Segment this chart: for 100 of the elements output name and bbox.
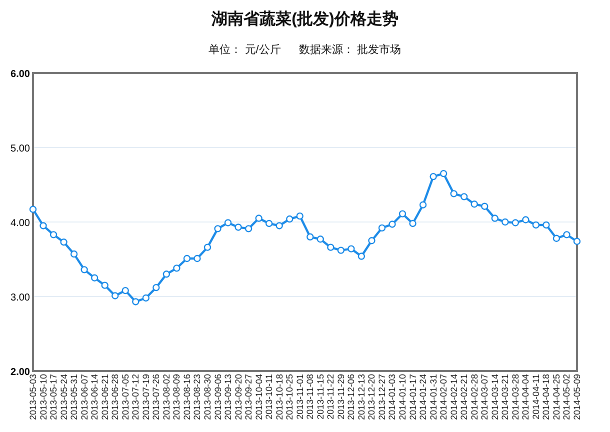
point [450, 190, 458, 198]
point [142, 294, 150, 302]
x-tick-label: 2013-05-03 [28, 374, 38, 420]
point [502, 218, 509, 226]
point [358, 252, 366, 260]
x-tick-label: 2014-01-17 [408, 374, 418, 420]
point [368, 237, 376, 244]
x-tick-label: 2013-06-28 [110, 374, 120, 420]
point [286, 215, 294, 223]
x-tick-label: 2014-03-21 [500, 374, 510, 420]
point [183, 254, 191, 262]
point [542, 221, 550, 229]
chart-subtitle: 单位： 元/公斤 数据来源： 批发市场 [208, 43, 402, 56]
x-tick-label: 2014-04-18 [541, 374, 552, 420]
point [491, 214, 498, 222]
x-tick-label: 2014-02-21 [459, 374, 470, 420]
x-tick-label: 2013-07-19 [140, 374, 151, 420]
x-tick-label: 2013-06-14 [90, 374, 100, 420]
x-tick-label: 2013-08-23 [192, 374, 202, 420]
point [204, 244, 212, 251]
x-tick-label: 2014-02-07 [438, 374, 449, 420]
point [70, 250, 78, 258]
x-tick-label: 2013-11-15 [315, 374, 326, 420]
y-tick-label: 6.00 [10, 69, 30, 80]
point [430, 172, 437, 180]
x-tick-label: 2013-10-11 [264, 374, 274, 420]
point [532, 221, 540, 229]
point [60, 238, 68, 246]
point [265, 220, 273, 228]
x-tick-label: 2013-07-26 [151, 374, 162, 420]
point [337, 246, 345, 254]
x-tick-label: 2014-01-31 [428, 374, 438, 420]
x-tick-label: 2013-10-18 [274, 374, 284, 420]
x-tick-label: 2014-04-04 [520, 374, 531, 420]
point [173, 264, 180, 272]
point [50, 231, 58, 238]
point [152, 284, 160, 292]
y-tick-label: 2.00 [10, 367, 30, 378]
x-tick-label: 2013-12-13 [356, 374, 366, 420]
x-tick-label: 2013-11-29 [336, 374, 346, 420]
x-tick-label: 2014-04-11 [530, 374, 541, 420]
x-tick-label: 2014-04-25 [551, 374, 562, 420]
point [306, 233, 314, 240]
chart-title: 湖南省蔬菜(批发)价格走势 [210, 10, 398, 28]
y-tick-label: 3.00 [10, 292, 30, 304]
x-tick-label: 2013-09-20 [233, 374, 244, 420]
point [29, 206, 37, 213]
x-tick-label: 2013-10-04 [254, 374, 264, 420]
point [388, 220, 396, 228]
x-tick-label: 2013-08-09 [172, 374, 182, 420]
point [419, 201, 427, 208]
point [409, 220, 416, 228]
point [573, 238, 581, 245]
point [398, 210, 406, 218]
point [481, 202, 488, 210]
point [244, 225, 252, 232]
x-tick-label: 2014-03-28 [510, 374, 520, 420]
point [224, 219, 232, 226]
point [378, 224, 386, 232]
x-tick-label: 2014-03-07 [480, 374, 490, 420]
point [122, 286, 129, 294]
point [552, 234, 560, 242]
point [132, 298, 140, 306]
x-tick-label: 2014-01-24 [418, 374, 428, 420]
point [563, 231, 570, 238]
point [327, 244, 334, 251]
x-tick-label: 2013-08-02 [161, 374, 172, 420]
point [522, 216, 530, 224]
point [40, 222, 47, 230]
x-tick-label: 2013-07-12 [130, 374, 141, 420]
x-tick-label: 2014-01-03 [387, 374, 398, 420]
x-tick-label: 2013-11-01 [294, 374, 305, 420]
x-tick-label: 2013-08-16 [182, 374, 192, 420]
point [80, 266, 88, 274]
point [90, 274, 98, 282]
x-tick-label: 2013-05-24 [58, 374, 69, 420]
x-tick-label: 2013-12-06 [346, 374, 356, 420]
x-tick-label: 2013-11-08 [305, 374, 316, 420]
point [234, 224, 242, 231]
point [296, 212, 304, 220]
x-tick-label: 2013-09-13 [223, 374, 234, 420]
point [316, 236, 324, 243]
x-tick-label: 2014-02-14 [448, 374, 459, 420]
y-tick-label: 4.00 [10, 218, 30, 229]
point [440, 170, 448, 178]
point [255, 214, 262, 222]
point [470, 200, 478, 208]
point [112, 292, 119, 300]
x-tick-label: 2014-02-28 [469, 374, 480, 420]
point [460, 193, 468, 200]
x-tick-label: 2013-05-31 [69, 374, 80, 420]
x-tick-label: 2014-05-09 [572, 374, 582, 420]
x-tick-label: 2013-10-25 [284, 374, 295, 420]
x-tick-label: 2014-01-10 [398, 374, 408, 420]
x-tick-label: 2013-09-27 [244, 374, 254, 420]
x-tick-label: 2013-07-05 [120, 374, 130, 420]
x-tick-label: 2013-06-07 [79, 374, 90, 420]
x-tick-label: 2013-11-22 [326, 374, 336, 420]
x-tick-label: 2013-08-30 [202, 374, 212, 420]
point [512, 219, 520, 226]
